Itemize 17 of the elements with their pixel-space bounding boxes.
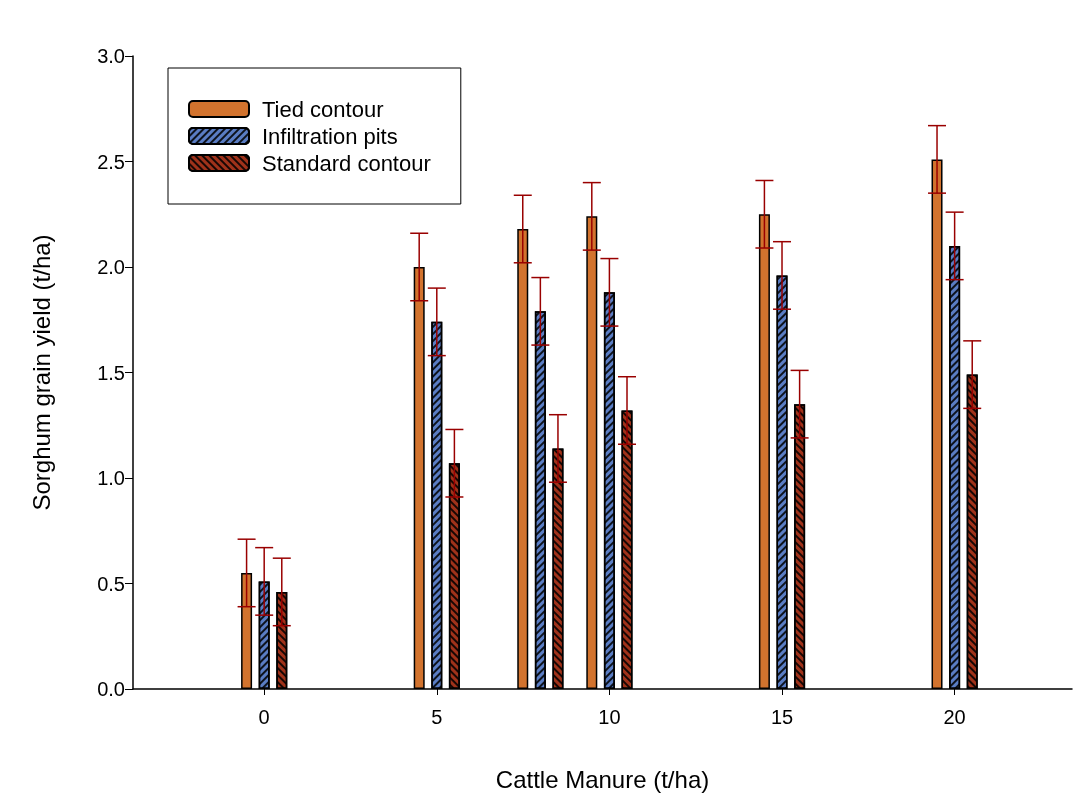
x-tick-label: 15 [770,706,794,728]
y-tick-label: 1.5 [97,361,125,384]
y-tick-label: 0.5 [97,572,125,595]
y-tick-label: 0.0 [97,678,125,700]
y-tick-label: 3.0 [97,45,125,67]
legend-label: Infiltration pits [262,123,398,149]
y-tick-label: 2.0 [97,256,125,278]
y-axis-title: Sorghum grain yield (t/ha) [27,234,55,511]
y-tick-label: 2.5 [97,150,125,173]
legend-label: Tied contour [262,96,384,122]
legend-label: Standard contour [262,150,431,176]
x-tick-label: 5 [431,706,443,728]
x-axis-title: Cattle Manure (t/ha) [495,765,710,793]
x-tick-label: 10 [598,706,621,728]
x-tick-label: 0 [258,706,270,728]
x-tick-label: 20 [943,706,966,728]
y-tick-label: 1.0 [97,467,125,489]
